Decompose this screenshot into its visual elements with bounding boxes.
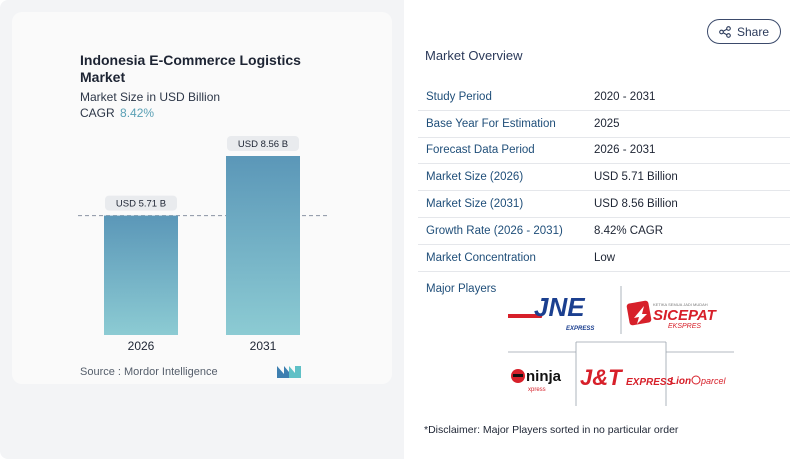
- row-key: Forecast Data Period: [426, 144, 535, 157]
- overview-table: Study Period 2020 - 2031 Base Year For E…: [418, 84, 790, 272]
- svg-text:SICEPAT: SICEPAT: [653, 307, 718, 324]
- overview-row: Growth Rate (2026 - 2031) 8.42% CAGR: [418, 218, 790, 245]
- data-label: USD 5.71 B: [116, 199, 166, 210]
- bar-chart: USD 5.71 B 2026 USD 8.56 B 2031: [78, 136, 330, 353]
- overview-row: Market Size (2026) USD 5.71 Billion: [418, 164, 790, 192]
- svg-text:parcel: parcel: [700, 376, 727, 386]
- svg-text:KETIKA SEMUA JADI MUDAH: KETIKA SEMUA JADI MUDAH: [653, 302, 708, 307]
- page-title: Indonesia E-Commerce Logistics Market: [80, 52, 301, 85]
- cagr-line: CAGR 8.42%: [80, 106, 154, 120]
- overview-row: Market Concentration Low: [418, 245, 790, 272]
- share-button[interactable]: Share: [707, 19, 781, 44]
- disclaimer-note: *Disclaimer: Major Players sorted in no …: [424, 424, 679, 436]
- row-key: Market Concentration: [426, 251, 536, 264]
- chart-card: [12, 12, 392, 384]
- row-key: Growth Rate (2026 - 2031): [426, 224, 563, 237]
- svg-text:EXPRESS: EXPRESS: [626, 377, 674, 388]
- row-value: Low: [594, 251, 616, 264]
- row-value: 2026 - 2031: [594, 144, 656, 157]
- ninja-xpress-logo: ninja xpress: [511, 368, 562, 393]
- x-tick-label: 2031: [250, 339, 277, 353]
- jne-logo: JNE EXPRESS: [508, 292, 594, 332]
- source-note: Source : Mordor Intelligence: [80, 366, 218, 378]
- svg-text:EXPRESS: EXPRESS: [566, 326, 594, 332]
- cagr-label: CAGR: [80, 106, 115, 120]
- x-tick-label: 2026: [128, 339, 155, 353]
- row-value: USD 8.56 Billion: [594, 198, 678, 211]
- svg-text:xpress: xpress: [528, 387, 546, 393]
- row-key: Study Period: [426, 90, 492, 103]
- share-button-label: Share: [736, 24, 770, 39]
- data-label-background: [227, 136, 299, 151]
- overview-row: Base Year For Estimation 2025: [418, 111, 790, 138]
- row-key: Market Size (2026): [426, 171, 524, 184]
- major-players-label: Major Players: [426, 283, 497, 295]
- share-icon: [719, 25, 731, 38]
- overview-panel: [404, 0, 800, 459]
- mordor-logo-icon: [277, 366, 301, 378]
- row-key: Market Size (2031): [426, 198, 524, 211]
- bar-2026: [104, 215, 178, 335]
- overview-row: Study Period 2020 - 2031: [418, 84, 790, 111]
- data-label: USD 8.56 B: [238, 139, 288, 150]
- data-label-background: [105, 195, 177, 211]
- row-value: 8.42% CAGR: [594, 224, 664, 237]
- svg-text:JNE: JNE: [534, 292, 585, 322]
- lion-parcel-logo: Lion parcel: [670, 375, 727, 387]
- svg-text:J&T: J&T: [580, 365, 623, 390]
- row-key: Base Year For Estimation: [426, 117, 556, 130]
- svg-text:Lion: Lion: [670, 376, 691, 387]
- sicepat-logo: KETIKA SEMUA JADI MUDAH SICEPAT EKSPRES: [626, 300, 718, 330]
- row-value: 2020 - 2031: [594, 90, 656, 103]
- chart-subtitle: Market Size in USD Billion: [80, 90, 221, 104]
- overview-row: Market Size (2031) USD 8.56 Billion: [418, 191, 790, 218]
- overview-title: Market Overview: [425, 48, 523, 63]
- bar-2031: [226, 156, 300, 335]
- row-value: USD 5.71 Billion: [594, 171, 678, 184]
- major-players-logos: JNE EXPRESS KETIKA SEMUA JADI MUDAH SICE…: [508, 286, 734, 406]
- overview-row: Forecast Data Period 2026 - 2031: [418, 138, 790, 165]
- cagr-value: 8.42%: [120, 106, 155, 120]
- svg-text:ninja: ninja: [526, 368, 562, 385]
- svg-text:EKSPRES: EKSPRES: [668, 323, 701, 330]
- jt-express-logo: J&T EXPRESS: [580, 365, 674, 390]
- row-value: 2025: [594, 117, 620, 130]
